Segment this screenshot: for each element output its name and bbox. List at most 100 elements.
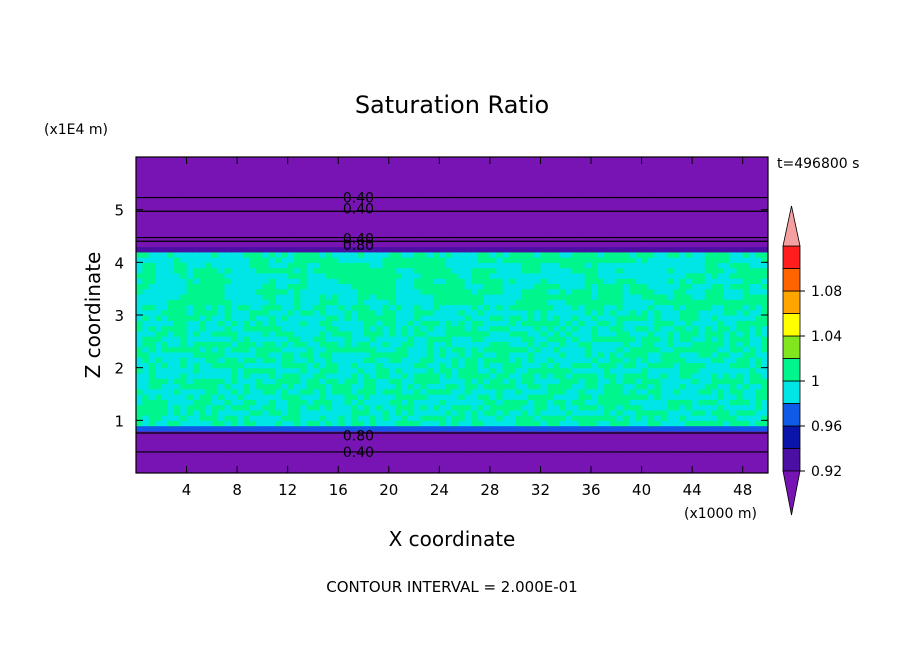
field-cell — [142, 330, 150, 337]
field-cell — [749, 309, 756, 316]
field-cell — [553, 220, 561, 227]
field-cell — [395, 288, 403, 295]
field-cell — [205, 278, 213, 284]
field-cell — [300, 457, 308, 464]
field-cell — [357, 241, 365, 248]
field-cell — [445, 236, 453, 242]
field-cell — [382, 399, 390, 406]
field-cell — [382, 336, 390, 342]
field-cell — [464, 309, 472, 316]
field-cell — [237, 388, 245, 395]
field-cell — [508, 241, 516, 248]
field-cell — [654, 220, 662, 227]
field-cell — [666, 351, 674, 358]
field-cell — [635, 446, 643, 453]
field-cell — [363, 299, 371, 306]
field-cell — [224, 325, 232, 332]
field-cell — [319, 457, 327, 464]
field-cell — [489, 257, 497, 263]
field-cell — [736, 457, 744, 464]
field-cell — [660, 467, 668, 473]
field-cell — [357, 288, 365, 295]
field-cell — [508, 467, 516, 473]
field-cell — [647, 257, 655, 263]
field-cell — [546, 367, 554, 374]
field-cell — [553, 404, 561, 411]
field-cell — [338, 462, 346, 469]
field-cell — [161, 225, 169, 232]
field-cell — [698, 241, 706, 248]
field-cell — [755, 351, 763, 358]
field-cell — [673, 362, 681, 369]
field-cell — [641, 441, 649, 448]
field-cell — [666, 230, 674, 237]
field-cell — [704, 467, 712, 473]
field-cell — [331, 467, 339, 473]
field-cell — [654, 288, 662, 295]
field-cell — [591, 467, 598, 473]
field-cell — [610, 357, 617, 363]
field-cell — [452, 209, 459, 216]
field-cell — [192, 441, 200, 448]
field-cell — [616, 214, 624, 221]
field-cell — [382, 425, 390, 432]
field-cell — [546, 283, 554, 290]
field-cell — [439, 404, 447, 411]
field-cell — [508, 462, 516, 469]
field-cell — [142, 467, 150, 473]
field-cell — [723, 357, 731, 363]
field-cell — [192, 341, 200, 348]
field-cell — [439, 357, 447, 363]
field-cell — [730, 309, 737, 316]
field-cell — [489, 436, 497, 442]
field-cell — [736, 330, 744, 337]
field-cell — [256, 446, 263, 453]
field-cell — [565, 388, 573, 395]
field-cell — [698, 415, 706, 421]
field-cell — [477, 299, 485, 306]
field-cell — [357, 262, 365, 269]
field-cell — [237, 220, 245, 227]
field-cell — [439, 325, 447, 332]
field-cell — [692, 404, 700, 411]
field-cell — [382, 430, 390, 437]
field-cell — [243, 267, 251, 274]
field-cell — [496, 436, 504, 442]
field-cell — [237, 409, 245, 416]
field-cell — [180, 257, 188, 263]
field-cell — [572, 309, 579, 316]
field-cell — [433, 262, 440, 269]
field-cell — [483, 309, 491, 316]
field-cell — [464, 246, 472, 253]
field-cell — [426, 283, 434, 290]
field-cell — [154, 362, 162, 369]
field-cell — [673, 467, 681, 473]
field-cell — [142, 420, 150, 427]
field-cell — [167, 293, 175, 300]
field-cell — [154, 293, 162, 300]
field-cell — [496, 462, 504, 469]
field-cell — [262, 236, 270, 242]
field-cell — [426, 336, 434, 342]
field-cell — [382, 246, 390, 253]
field-cell — [628, 462, 636, 469]
field-cell — [275, 230, 282, 237]
field-cell — [730, 467, 737, 473]
field-cell — [401, 241, 409, 248]
field-cell — [635, 336, 643, 342]
field-cell — [534, 394, 542, 400]
field-cell — [458, 404, 466, 411]
field-cell — [180, 399, 188, 406]
field-cell — [698, 394, 706, 400]
field-cell — [736, 441, 744, 448]
field-cell — [527, 230, 535, 237]
field-cell — [673, 299, 681, 306]
field-cell — [230, 320, 238, 327]
field-cell — [749, 336, 756, 342]
field-cell — [426, 399, 434, 406]
field-cell — [704, 441, 712, 448]
field-cell — [224, 441, 232, 448]
field-cell — [761, 451, 768, 458]
field-cell — [376, 346, 384, 353]
field-cell — [717, 415, 725, 421]
